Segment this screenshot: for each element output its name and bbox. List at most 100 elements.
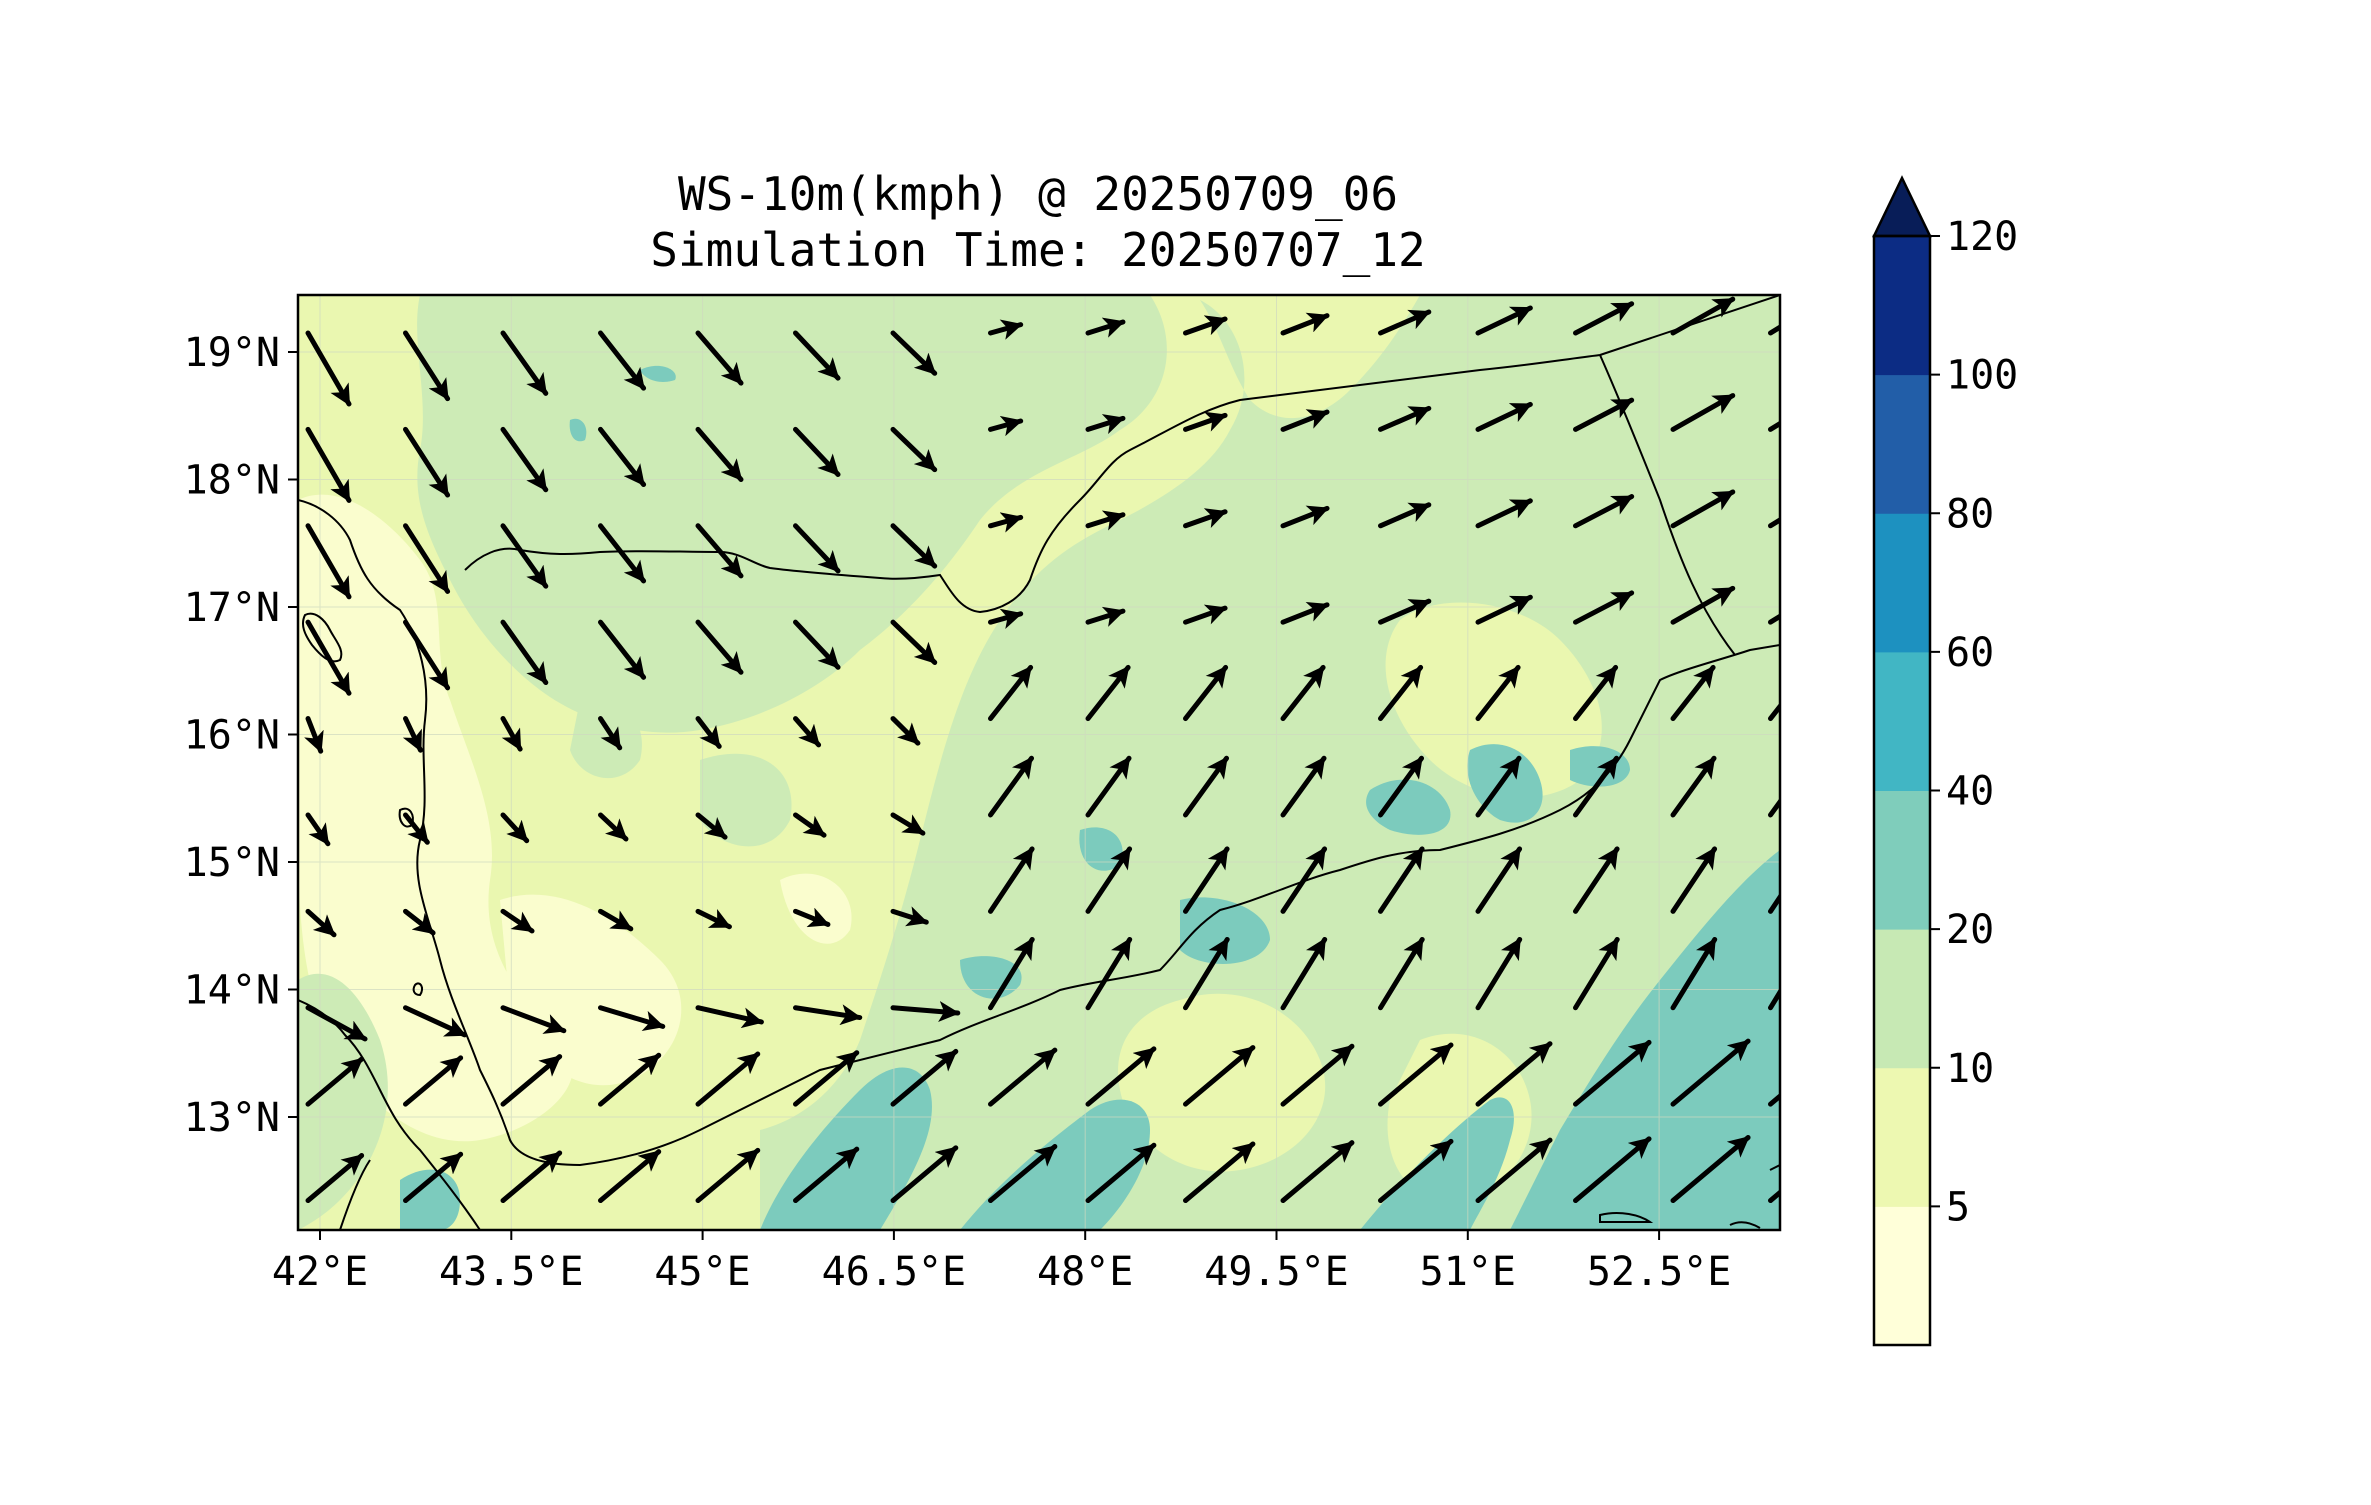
wind-vector-arrow	[305, 1056, 365, 1107]
colorbar-segment	[1874, 651, 1930, 791]
wind-vector-arrow	[793, 426, 841, 477]
wind-vector-arrow	[403, 330, 451, 402]
wind-vector-arrow	[1670, 755, 1717, 818]
wind-vector-arrow	[1475, 305, 1533, 336]
wind-vector-arrow	[1280, 409, 1330, 432]
wind-vector-arrow	[988, 1144, 1058, 1204]
map-frame	[296, 293, 1782, 1232]
colorbar-tick-label: 40	[1946, 769, 1994, 815]
wind-vector-arrow	[598, 426, 647, 488]
colorbar-tick-label: 80	[1946, 491, 1994, 537]
wind-vector-arrow	[1183, 936, 1230, 1011]
wind-vector-arrow	[1183, 664, 1229, 722]
wind-vector-arrow	[403, 1005, 468, 1038]
wind-vector-arrow	[1183, 1141, 1256, 1204]
wind-vector-arrow	[598, 1005, 666, 1032]
wind-vector-arrow	[1670, 846, 1718, 914]
wind-vector-arrow	[1475, 1137, 1553, 1204]
wind-vector-arrow	[1280, 312, 1330, 336]
wind-vector-arrow	[1475, 1041, 1553, 1107]
wind-vector-arrow	[695, 716, 722, 749]
wind-vector-arrow	[1573, 664, 1619, 722]
wind-vector-arrow	[1378, 1138, 1454, 1204]
wind-vector-arrow	[403, 812, 430, 845]
wind-vector-arrow	[1573, 397, 1635, 432]
wind-vector-arrow	[1280, 505, 1330, 529]
colorbar-segment	[1874, 929, 1930, 1069]
wind-vector-arrow	[1573, 494, 1635, 529]
wind-vector-arrow	[695, 812, 728, 840]
wind-vector-arrow	[1670, 936, 1718, 1011]
colorbar-segment	[1874, 1067, 1930, 1207]
wind-vector-arrow	[1670, 585, 1736, 625]
colorbar: 120 100 80 60 40 20 10 5	[1872, 175, 2018, 1347]
wind-vector-arrow	[890, 1145, 959, 1204]
wind-vector-arrow	[305, 426, 352, 503]
wind-vector-arrow	[988, 319, 1024, 340]
wind-vector-arrow	[1768, 1189, 1780, 1204]
wind-vector-arrow	[890, 619, 938, 665]
wind-vector-arrow	[793, 523, 841, 574]
wind-vector-arrow	[1573, 301, 1635, 336]
wind-vector-arrow	[695, 330, 744, 386]
wind-vector-arrow	[695, 1005, 764, 1029]
wind-vector-arrow	[1768, 702, 1780, 722]
wind-vector-arrow	[1280, 1140, 1355, 1204]
wind-vector-arrow	[1280, 1043, 1355, 1107]
lon-tick-label: 43.5°E	[439, 1249, 584, 1295]
coastlines-and-borders	[298, 295, 1780, 1230]
wind-vector-arrow	[988, 608, 1024, 629]
wind-vector-arrow	[1280, 664, 1326, 722]
wind-vector-arrow	[793, 1050, 860, 1107]
wind-vector-arrow	[1573, 936, 1620, 1011]
latitude-axis: 19°N 18°N 17°N 16°N 15°N 14°N 13°N	[184, 330, 298, 1141]
wind-vector-arrow	[1573, 1039, 1652, 1107]
wind-vector-arrow	[1573, 846, 1620, 914]
colorbar-segment	[1874, 236, 1930, 376]
colorbar-segment	[1874, 1206, 1930, 1346]
wind-vector-arrow	[598, 523, 647, 584]
lon-tick-label: 49.5°E	[1204, 1249, 1349, 1295]
wind-vector-arrow	[890, 716, 921, 746]
lat-tick-label: 16°N	[184, 713, 280, 759]
wind-vector-arrow	[1768, 1092, 1780, 1107]
wind-vector-arrow	[1183, 411, 1228, 432]
wind-vector-arrow	[1378, 755, 1425, 818]
wind-vector-arrow	[1183, 846, 1230, 914]
wind-vector-arrow	[1475, 846, 1523, 914]
wind-vector-arrow	[1670, 296, 1736, 336]
wind-vector-arrow	[500, 1054, 563, 1107]
lat-tick-label: 14°N	[184, 968, 280, 1014]
wind-vector-arrow	[403, 1151, 464, 1204]
wind-vector-arrow	[403, 908, 436, 936]
wind-vector-arrow	[890, 906, 929, 927]
colorbar-tick-label: 5	[1946, 1184, 1970, 1230]
wind-vector-arrow	[500, 1005, 567, 1034]
wind-vector-arrow	[1183, 1045, 1256, 1107]
wind-vector-arrow	[793, 1146, 860, 1204]
wind-vector-arrow	[402, 716, 423, 753]
lat-tick-label: 19°N	[184, 330, 280, 376]
lat-tick-label: 15°N	[184, 840, 280, 886]
colorbar-segment	[1874, 790, 1930, 930]
wind-vector-arrow	[988, 936, 1035, 1011]
wind-vector-arrow	[1378, 502, 1432, 529]
lat-tick-label: 17°N	[184, 585, 280, 631]
wind-vector-arrow	[1378, 664, 1424, 722]
wind-vector-arrow	[1280, 601, 1330, 625]
wind-vector-arrow	[305, 1005, 368, 1042]
lon-tick-label: 42°E	[272, 1249, 368, 1295]
wind-vector-arrow	[1085, 846, 1133, 914]
wind-vector-arrow	[1378, 309, 1432, 336]
wind-vector-arrow	[305, 523, 352, 600]
wind-vector-arrow	[793, 812, 827, 838]
wind-vector-arrow	[695, 1051, 761, 1107]
wind-vector-arrow	[988, 664, 1034, 722]
wind-vector-arrow	[1573, 755, 1620, 818]
lat-tick-label: 18°N	[184, 458, 280, 504]
wind-vector-arrow	[988, 512, 1024, 533]
wind-vector-arrow	[890, 426, 938, 473]
colorbar-segment	[1874, 513, 1930, 653]
wind-vector-arrow	[1183, 315, 1228, 336]
